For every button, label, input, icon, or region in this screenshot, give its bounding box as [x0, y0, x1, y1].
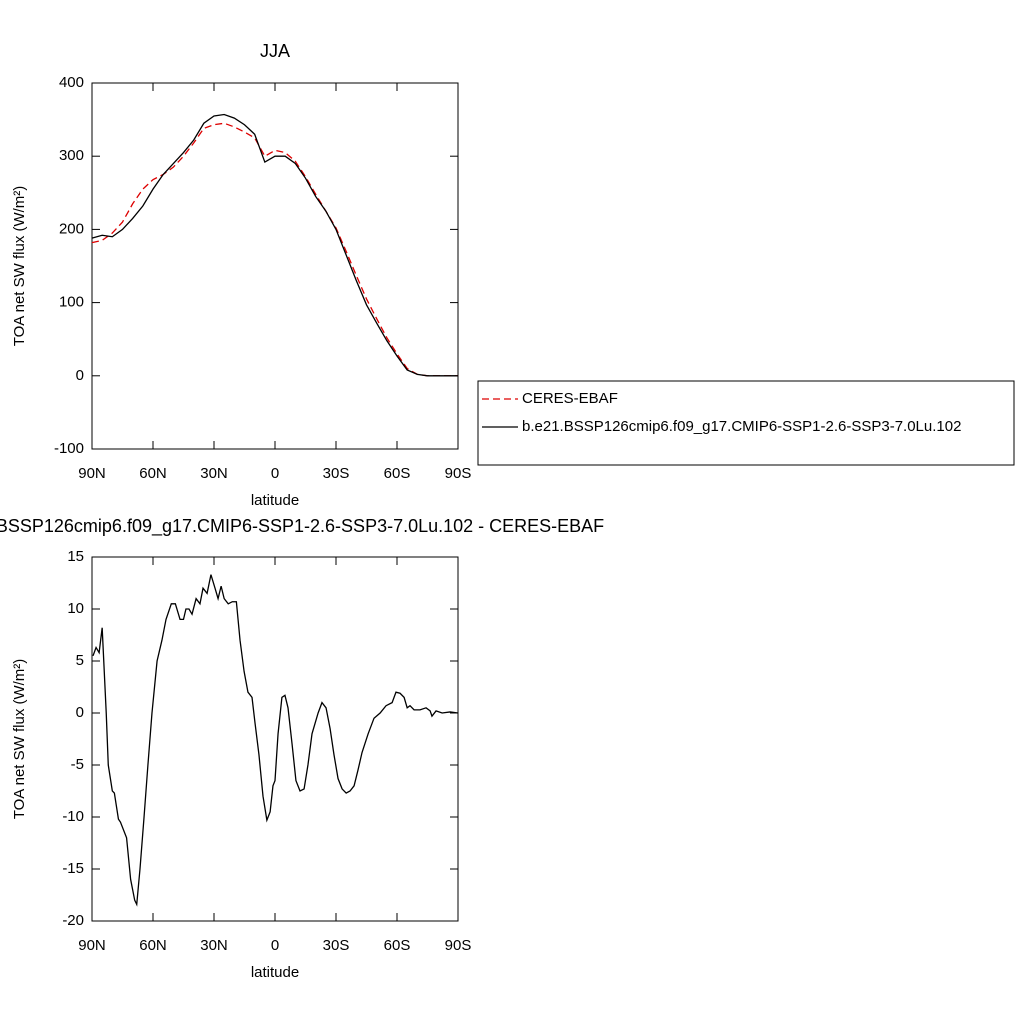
plot-frame	[91, 82, 459, 450]
y-axis-label: TOA net SW flux (W/m²)	[11, 659, 28, 820]
y-tick-label: 200	[59, 220, 84, 237]
y-tick-label: 15	[67, 548, 84, 565]
y-tick-label: 10	[67, 600, 84, 617]
chart-title: JJA	[260, 41, 290, 61]
x-tick-label: 60S	[384, 937, 411, 954]
x-tick-label: 90N	[78, 465, 106, 482]
x-tick-label: 90S	[445, 937, 472, 954]
x-tick-label: 60S	[384, 465, 411, 482]
y-tick-label: 300	[59, 147, 84, 164]
y-tick-label: -5	[71, 756, 84, 773]
y-tick-label: -100	[54, 440, 84, 457]
x-tick-label: 0	[271, 465, 279, 482]
y-tick-label: 100	[59, 294, 84, 311]
data-line	[92, 574, 459, 907]
x-tick-label: 30N	[200, 937, 228, 954]
legend-label: CERES-EBAF	[522, 390, 618, 407]
y-tick-label: 400	[59, 74, 84, 91]
y-tick-label: -20	[62, 912, 84, 929]
y-tick-label: -15	[62, 860, 84, 877]
x-tick-label: 90N	[78, 937, 106, 954]
y-tick-label: 5	[76, 652, 84, 669]
x-tick-label: 90S	[445, 465, 472, 482]
y-tick-label: 0	[76, 704, 84, 721]
y-tick-label: 0	[76, 367, 84, 384]
chart-title: b.e21.BSSP126cmip6.f09_g17.CMIP6-SSP1-2.…	[0, 516, 604, 537]
y-axis-label: TOA net SW flux (W/m²)	[11, 186, 28, 347]
plot-frame	[91, 556, 459, 922]
x-axis-label: latitude	[251, 492, 299, 509]
y-tick-label: -10	[62, 808, 84, 825]
x-tick-label: 60N	[139, 937, 167, 954]
x-tick-label: 60N	[139, 465, 167, 482]
data-line	[91, 122, 458, 377]
data-line	[91, 113, 458, 377]
x-tick-label: 30S	[323, 465, 350, 482]
x-tick-label: 30N	[200, 465, 228, 482]
x-axis-label: latitude	[251, 964, 299, 981]
x-tick-label: 30S	[323, 937, 350, 954]
legend: CERES-EBAF b.e21.BSSP126cmip6.f09_g17.CMI…	[477, 380, 1015, 466]
x-tick-label: 0	[271, 937, 279, 954]
legend-box	[477, 380, 1015, 466]
legend-label: b.e21.BSSP126cmip6.f09_g17.CMIP6-SSP1-2.…	[522, 418, 961, 435]
